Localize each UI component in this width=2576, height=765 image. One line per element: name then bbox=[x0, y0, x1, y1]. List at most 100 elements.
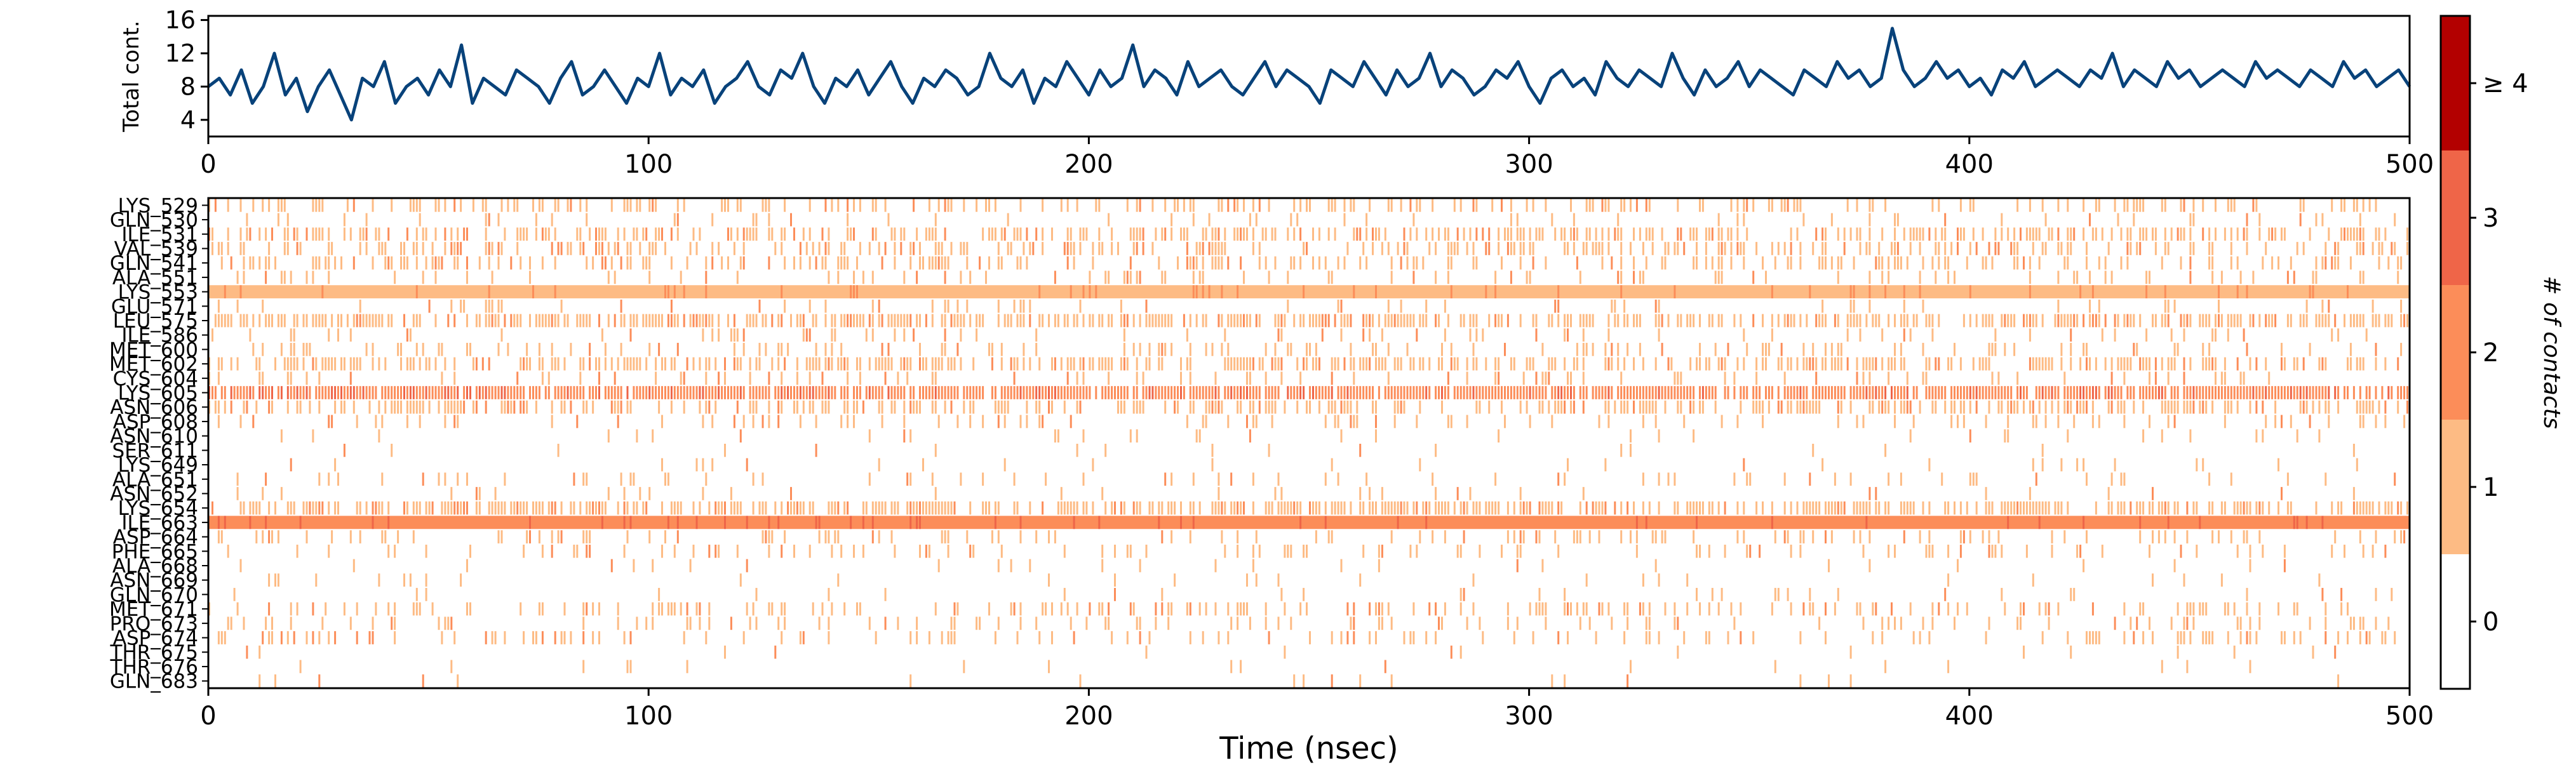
heatmap-cell bbox=[705, 256, 708, 270]
heatmap-cell bbox=[2321, 386, 2324, 399]
heatmap-cell bbox=[2324, 242, 2327, 255]
heatmap-cell bbox=[1397, 501, 1399, 515]
heatmap-cell bbox=[1482, 386, 1484, 399]
heatmap-cell bbox=[1337, 357, 1339, 371]
heatmap-cell bbox=[268, 573, 271, 587]
heatmap-cell bbox=[1708, 501, 1710, 515]
heatmap-cell bbox=[771, 530, 774, 543]
heatmap-cell bbox=[639, 242, 641, 255]
heatmap-cell bbox=[2164, 400, 2166, 414]
heatmap-cell bbox=[2073, 314, 2076, 328]
heatmap-cell bbox=[824, 343, 827, 356]
heatmap-cell bbox=[705, 371, 708, 385]
heatmap-cell bbox=[655, 242, 657, 255]
heatmap-cell bbox=[1287, 270, 1289, 284]
heatmap-cell bbox=[1019, 415, 1022, 429]
heatmap-cell bbox=[1888, 472, 1890, 486]
heatmap-cell bbox=[629, 256, 632, 270]
heatmap-cell bbox=[1472, 343, 1475, 356]
heatmap-cell bbox=[1381, 501, 1383, 515]
heatmap-cell bbox=[1595, 242, 1597, 255]
heatmap-cell bbox=[1997, 530, 2000, 543]
heatmap-cell bbox=[2126, 386, 2129, 399]
heatmap-cell bbox=[1950, 357, 1953, 371]
heatmap-cell bbox=[702, 314, 704, 328]
heatmap-cell bbox=[431, 602, 434, 616]
heatmap-cell bbox=[220, 386, 223, 399]
heatmap-cell bbox=[296, 242, 299, 255]
heatmap-cell bbox=[928, 544, 930, 558]
heatmap-cell bbox=[903, 415, 906, 429]
heatmap-cell bbox=[1888, 544, 1890, 558]
heatmap-cell bbox=[220, 530, 223, 543]
heatmap-cell bbox=[1658, 501, 1660, 515]
heatmap-cell bbox=[391, 386, 393, 399]
heatmap-cell bbox=[337, 328, 339, 342]
heatmap-cell bbox=[1475, 357, 1478, 371]
heatmap-cell bbox=[1148, 314, 1151, 328]
heatmap-cell bbox=[1491, 199, 1494, 212]
heatmap-cell bbox=[2073, 415, 2076, 429]
heatmap-cell bbox=[1900, 472, 1902, 486]
heatmap-cell bbox=[2249, 544, 2251, 558]
heatmap-cell bbox=[1416, 415, 1418, 429]
heatmap-cell bbox=[711, 386, 714, 399]
heatmap-cell bbox=[554, 386, 556, 399]
heatmap-cell bbox=[953, 501, 956, 515]
heatmap-cell bbox=[1825, 602, 1827, 616]
heatmap-cell bbox=[1079, 227, 1082, 241]
heatmap-cell bbox=[1825, 227, 1827, 241]
heatmap-cell bbox=[1334, 199, 1336, 212]
heatmap-cell bbox=[1026, 227, 1028, 241]
heatmap-cell bbox=[937, 415, 940, 429]
heatmap-cell bbox=[1174, 400, 1176, 414]
heatmap-cell bbox=[979, 256, 981, 270]
heatmap-cell bbox=[286, 400, 289, 414]
heatmap-y-axis-ticks: LYS_529GLN_530ILE_531VAL_539GLN_541ALA_5… bbox=[109, 194, 208, 693]
heatmap-cell bbox=[1218, 199, 1220, 212]
heatmap-cell bbox=[708, 616, 711, 630]
heatmap-cell bbox=[1202, 285, 1204, 298]
heatmap-cell bbox=[702, 386, 704, 399]
heatmap-cell bbox=[2123, 501, 2126, 515]
heatmap-cell bbox=[2164, 501, 2166, 515]
heatmap-cell bbox=[676, 199, 679, 212]
heatmap-cell bbox=[2086, 256, 2088, 270]
heatmap-cell bbox=[1903, 314, 1905, 328]
heatmap-cell bbox=[784, 227, 786, 241]
heatmap-cell bbox=[1727, 386, 1729, 399]
heatmap-cell bbox=[1258, 386, 1261, 399]
heatmap-cell bbox=[774, 645, 777, 659]
heatmap-cell bbox=[1315, 343, 1317, 356]
heatmap-cell bbox=[916, 400, 918, 414]
heatmap-cell bbox=[1180, 501, 1182, 515]
heatmap-cell bbox=[1607, 314, 1610, 328]
heatmap-cell bbox=[444, 242, 446, 255]
heatmap-cell bbox=[941, 314, 943, 328]
heatmap-cell bbox=[724, 444, 726, 457]
heatmap-cell bbox=[2029, 400, 2031, 414]
heatmap-cell bbox=[1988, 501, 1990, 515]
heatmap-cell bbox=[582, 242, 585, 255]
heatmap-cell bbox=[1938, 602, 1940, 616]
heatmap-cell bbox=[359, 530, 361, 543]
heatmap-cell bbox=[362, 314, 365, 328]
top-y-tick-label: 8 bbox=[180, 72, 196, 100]
heatmap-cell bbox=[1677, 371, 1679, 385]
heatmap-cell bbox=[853, 544, 855, 558]
heatmap-cell bbox=[1809, 472, 1811, 486]
heatmap-cell bbox=[2149, 544, 2150, 558]
heatmap-cell bbox=[2378, 501, 2380, 515]
heatmap-cell bbox=[1412, 256, 1415, 270]
heatmap-cell bbox=[1016, 256, 1019, 270]
heatmap-cell bbox=[415, 501, 418, 515]
heatmap-cell bbox=[305, 343, 308, 356]
heatmap-cell bbox=[1620, 227, 1623, 241]
heatmap-cell bbox=[1114, 501, 1116, 515]
heatmap-cell bbox=[1947, 602, 1950, 616]
heatmap-cell bbox=[538, 501, 540, 515]
heatmap-cell bbox=[1532, 314, 1534, 328]
heatmap-cell bbox=[1592, 386, 1594, 399]
heatmap-cell bbox=[1689, 501, 1692, 515]
heatmap-cell bbox=[812, 357, 814, 371]
